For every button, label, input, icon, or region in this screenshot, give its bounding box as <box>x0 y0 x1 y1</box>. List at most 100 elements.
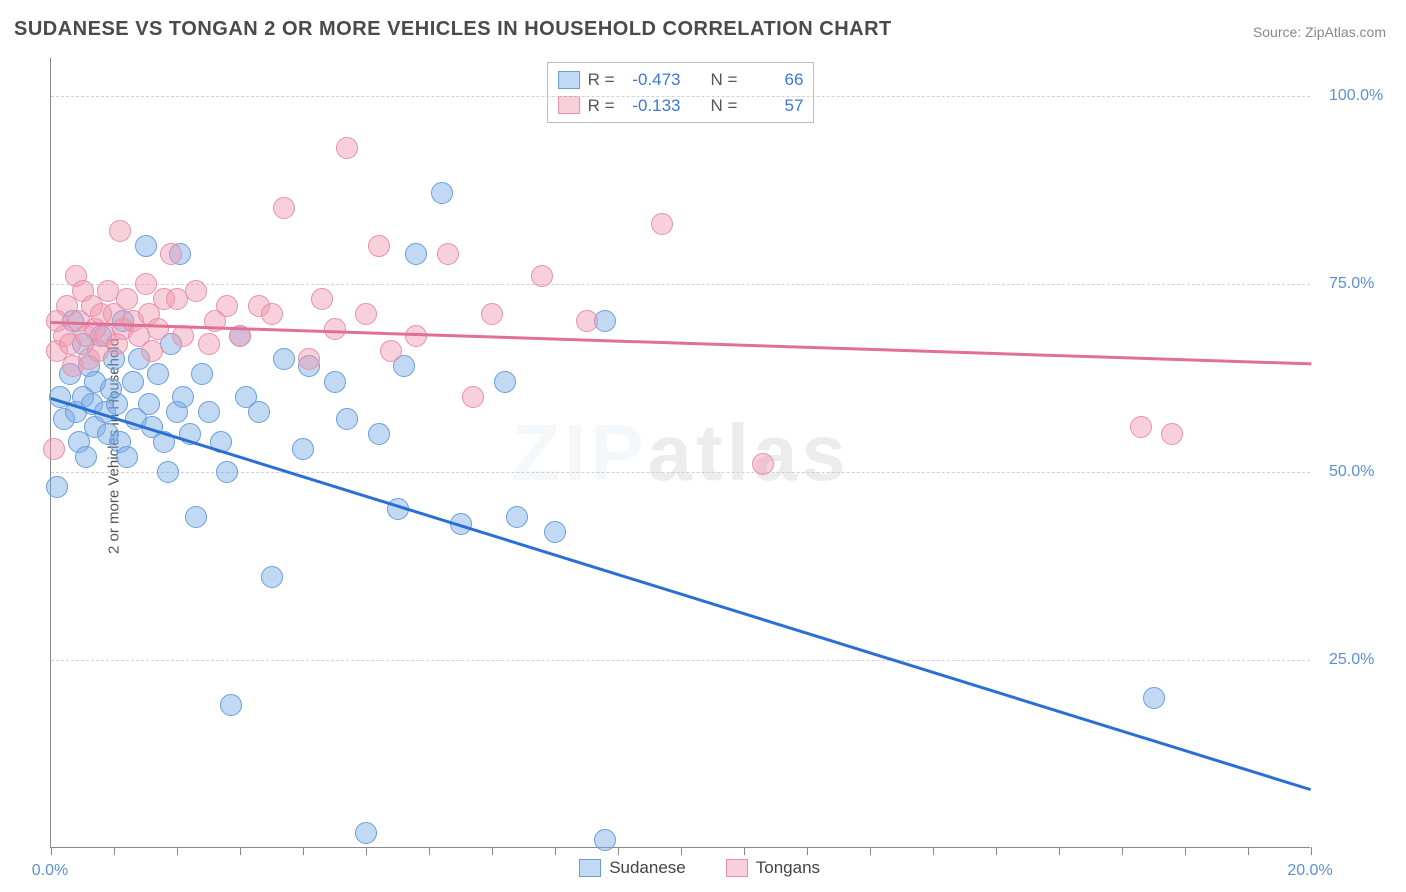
x-tick <box>618 847 619 855</box>
source-link[interactable]: ZipAtlas.com <box>1305 24 1386 40</box>
data-point <box>273 197 295 219</box>
data-point <box>1143 687 1165 709</box>
data-point <box>248 401 270 423</box>
data-point <box>324 318 346 340</box>
data-point <box>355 303 377 325</box>
data-point <box>122 371 144 393</box>
data-point <box>380 340 402 362</box>
chart-container: SUDANESE VS TONGAN 2 OR MORE VEHICLES IN… <box>0 0 1406 892</box>
data-point <box>138 393 160 415</box>
data-point <box>135 235 157 257</box>
data-point <box>292 438 314 460</box>
data-point <box>116 446 138 468</box>
n-value: 66 <box>745 67 803 93</box>
data-point <box>405 325 427 347</box>
y-tick-label: 100.0% <box>1329 87 1383 105</box>
gridline <box>51 284 1310 285</box>
data-point <box>198 401 220 423</box>
x-tick <box>1311 847 1312 855</box>
legend-swatch <box>558 71 580 89</box>
data-point <box>1130 416 1152 438</box>
data-point <box>594 310 616 332</box>
x-tick <box>51 847 52 855</box>
gridline <box>51 96 1310 97</box>
data-point <box>531 265 553 287</box>
data-point <box>651 213 673 235</box>
legend-series: Sudanese Tongans <box>579 858 820 878</box>
legend-swatch <box>558 96 580 114</box>
data-point <box>106 393 128 415</box>
x-tick <box>933 847 934 855</box>
data-point <box>191 363 213 385</box>
data-point <box>198 333 220 355</box>
x-tick <box>429 847 430 855</box>
gridline <box>51 472 1310 473</box>
x-tick <box>996 847 997 855</box>
x-tick <box>492 847 493 855</box>
legend-stats: R =-0.473N =66R =-0.133N =57 <box>547 62 815 123</box>
data-point <box>46 476 68 498</box>
watermark: ZIPatlas <box>511 407 850 499</box>
data-point <box>147 363 169 385</box>
x-tick <box>1059 847 1060 855</box>
x-tick <box>240 847 241 855</box>
data-point <box>576 310 598 332</box>
source-label: Source: <box>1253 24 1305 40</box>
data-point <box>594 829 616 851</box>
data-point <box>311 288 333 310</box>
r-value: -0.473 <box>623 67 681 93</box>
x-tick <box>870 847 871 855</box>
legend-swatch <box>726 859 748 877</box>
y-tick-label: 50.0% <box>1329 463 1374 481</box>
data-point <box>220 694 242 716</box>
gridline <box>51 660 1310 661</box>
legend-stat-row: R = -0.473 N = 66 <box>558 67 804 93</box>
n-label: N = <box>711 67 738 93</box>
data-point <box>172 325 194 347</box>
trend-line <box>51 397 1312 791</box>
data-point <box>185 280 207 302</box>
x-tick <box>114 847 115 855</box>
legend-series-item: Sudanese <box>579 858 686 878</box>
data-point <box>336 137 358 159</box>
x-tick-label: 20.0% <box>1287 862 1332 880</box>
x-tick <box>1248 847 1249 855</box>
data-point <box>298 348 320 370</box>
data-point <box>355 822 377 844</box>
x-tick <box>1185 847 1186 855</box>
data-point <box>1161 423 1183 445</box>
data-point <box>405 243 427 265</box>
data-point <box>141 340 163 362</box>
legend-series-label: Tongans <box>756 858 820 878</box>
x-tick <box>303 847 304 855</box>
chart-title: SUDANESE VS TONGAN 2 OR MORE VEHICLES IN… <box>14 18 892 41</box>
plot-area: ZIPatlas R =-0.473N =66R =-0.133N =57 25… <box>50 58 1310 848</box>
source-attribution: Source: ZipAtlas.com <box>1253 24 1386 40</box>
data-point <box>160 243 182 265</box>
data-point <box>273 348 295 370</box>
x-tick <box>744 847 745 855</box>
data-point <box>324 371 346 393</box>
data-point <box>494 371 516 393</box>
data-point <box>147 318 169 340</box>
data-point <box>437 243 459 265</box>
x-tick <box>681 847 682 855</box>
data-point <box>75 446 97 468</box>
data-point <box>135 273 157 295</box>
data-point <box>109 220 131 242</box>
data-point <box>172 386 194 408</box>
data-point <box>481 303 503 325</box>
data-point <box>185 506 207 528</box>
data-point <box>368 423 390 445</box>
data-point <box>462 386 484 408</box>
x-tick-label: 0.0% <box>32 862 68 880</box>
y-tick-label: 25.0% <box>1329 651 1374 669</box>
y-tick-label: 75.0% <box>1329 275 1374 293</box>
x-tick <box>177 847 178 855</box>
r-label: R = <box>588 67 615 93</box>
data-point <box>336 408 358 430</box>
legend-series-label: Sudanese <box>609 858 686 878</box>
data-point <box>216 461 238 483</box>
data-point <box>368 235 390 257</box>
x-tick <box>1122 847 1123 855</box>
